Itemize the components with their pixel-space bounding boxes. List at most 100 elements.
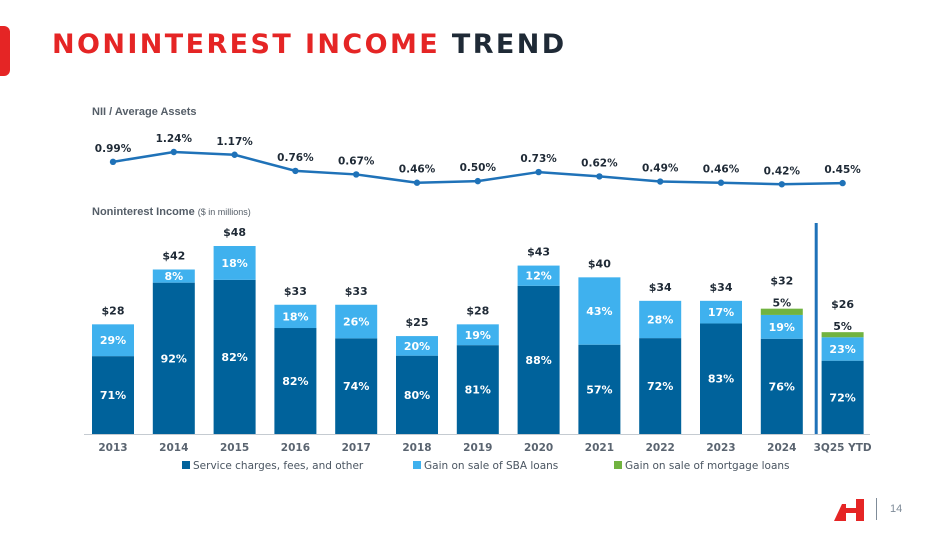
ratio-point [413,179,421,186]
x-axis-tick-label: 2024 [767,442,796,454]
service-charges-segment [578,344,621,434]
ratio-label: 1.17% [216,136,253,148]
sba-gain-segment [578,277,621,345]
service-charges-segment [152,282,195,434]
sba-gain-label: 23% [829,343,855,356]
ratio-point [231,151,238,158]
ratio-point [109,158,117,166]
x-axis-tick-label: 2013 [98,442,127,454]
bar-total-label: $33 [284,285,307,298]
ratio-label: 0.73% [520,153,557,165]
sba-gain-label: 28% [647,313,673,326]
company-logo-icon [834,499,864,521]
ratio-label: 0.76% [277,152,314,164]
service-charges-segment [639,338,682,434]
x-axis-tick-label: 3Q25 YTD [814,442,872,454]
ratio-label: 1.24% [156,133,193,145]
x-axis-tick-label: 2019 [463,442,492,454]
ratio-label: 0.62% [581,157,618,169]
service-charges-label: 74% [343,380,369,393]
legend-label: Gain on sale of SBA loans [424,460,558,472]
service-charges-segment [92,356,134,434]
service-charges-segment [821,360,864,434]
service-charges-label: 72% [647,380,673,393]
ratio-point [717,179,725,186]
ratio-point [474,177,481,185]
ratio-point [353,171,360,178]
x-axis-tick-label: 2017 [342,442,371,454]
sba-gain-segment [274,304,317,329]
x-axis-tick-label: 2014 [159,442,188,454]
service-charges-label: 92% [161,352,187,365]
bar-total-label: $25 [406,316,429,329]
service-charges-segment [700,323,742,434]
ratio-point [170,148,177,156]
ratio-point [535,168,542,176]
page-title-part1: NONINTEREST INCOME [52,29,441,60]
x-axis-tick-label: 2023 [706,442,735,454]
service-charges-segment [456,345,499,434]
x-axis-tick-label: 2016 [281,442,310,454]
accent-tab [0,26,10,76]
sba-gain-segment [152,269,195,283]
legend-swatch [614,461,622,469]
ratio-label: 0.49% [642,163,679,175]
sba-gain-segment [760,314,803,339]
mortgage-gain-segment [760,308,803,315]
service-charges-label: 83% [708,373,734,386]
ratio-point [778,181,785,188]
sba-gain-segment [821,337,864,361]
sba-gain-segment [639,300,682,339]
sba-gain-label: 26% [343,316,369,329]
legend-label: Service charges, fees, and other [193,460,364,472]
ratio-label: 0.67% [338,155,375,167]
bar-total-label: $26 [831,298,854,311]
sba-gain-segment [92,324,134,357]
bar-total-label: $33 [345,285,368,298]
ratio-point [839,179,846,187]
ratio-label: 0.46% [703,164,740,176]
ratio-label: 0.42% [764,165,801,177]
ratio-label: 0.99% [95,143,132,155]
service-charges-segment [213,279,256,434]
sba-gain-segment [700,300,742,324]
sba-gain-label: 19% [769,321,795,334]
bar-total-label: $28 [102,304,125,317]
service-charges-segment [274,328,317,434]
ratio-point [657,178,664,185]
bar-chart-title: Noninterest Income ($ in millions) [92,206,251,218]
x-axis-tick-label: 2018 [402,442,431,454]
ratio-label: 0.50% [460,162,497,174]
page-title-part2: TREND [451,29,567,60]
mortgage-gain-label: 5% [833,320,852,333]
bar-total-label: $28 [466,304,489,317]
x-axis-tick-label: 2020 [524,442,553,454]
sba-gain-label: 18% [221,257,247,270]
logo-divider [876,498,877,520]
service-charges-label: 76% [769,380,795,393]
sba-gain-label: 8% [164,270,183,283]
ratio-label: 0.46% [399,164,436,176]
sba-gain-label: 19% [465,329,491,342]
line-chart-title: NII / Average Assets [92,106,197,118]
sba-gain-label: 43% [586,305,612,318]
legend-swatch [413,461,421,469]
service-charges-segment [335,338,378,434]
service-charges-label: 82% [221,351,247,364]
sba-gain-label: 12% [525,270,551,283]
legend-swatch [182,461,190,469]
bar-total-label: $34 [649,281,672,294]
legend-label: Gain on sale of mortgage loans [625,460,790,472]
page-title: NONINTEREST INCOME TREND [52,29,567,60]
bar-chart-title-unit: ($ in millions) [198,207,251,217]
ratio-point [292,167,299,175]
ratio-point [596,173,603,180]
bar-total-label: $43 [527,246,550,259]
mortgage-gain-label: 5% [772,297,791,310]
service-charges-label: 72% [829,391,855,404]
sba-gain-label: 18% [282,310,308,323]
sba-gain-segment [396,336,438,356]
bar-total-label: $48 [223,226,246,239]
sba-gain-label: 20% [404,340,430,353]
